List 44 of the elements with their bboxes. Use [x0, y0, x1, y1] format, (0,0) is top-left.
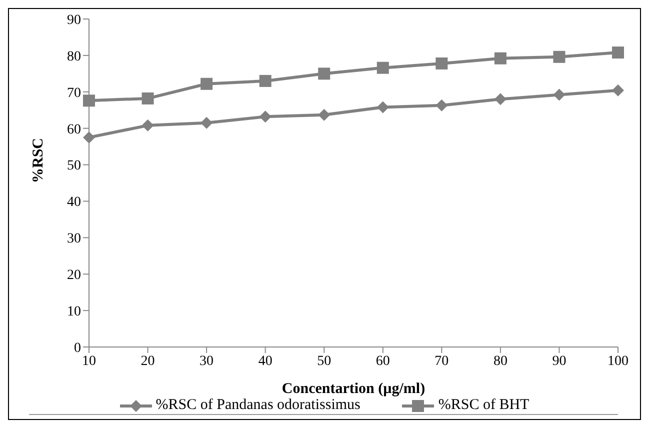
point — [553, 88, 566, 101]
y-tick-label: 30 — [67, 232, 81, 247]
y-tick-label: 70 — [67, 86, 81, 101]
point — [318, 108, 330, 121]
y-tick-label: 20 — [67, 268, 81, 284]
y-tick-label: 60 — [67, 122, 81, 138]
point — [259, 74, 272, 87]
point — [612, 84, 624, 96]
x-tick-label: 70 — [434, 354, 449, 369]
point — [436, 99, 448, 112]
point — [553, 50, 566, 63]
y-tick-label: 50 — [67, 158, 81, 174]
y-axis-title: %RSC — [30, 138, 46, 183]
legend-label: %RSC of Pandanas odoratissimus — [156, 397, 360, 414]
point — [200, 116, 213, 129]
x-tick-label: 60 — [376, 354, 390, 369]
y-tick-label: 90 — [67, 12, 81, 28]
y-tick-label: 80 — [67, 49, 81, 64]
y-tick-label: 10 — [67, 304, 81, 320]
y-tick-label: 0 — [74, 340, 81, 356]
x-axis-title: Concentartion (µg/ml) — [282, 381, 426, 397]
x-tick-label: 90 — [552, 354, 566, 369]
y-tick-label: 40 — [67, 195, 81, 210]
x-tick-label: 20 — [140, 354, 155, 369]
point — [612, 46, 624, 59]
point — [200, 78, 213, 90]
point — [376, 62, 389, 74]
x-tick-label: 50 — [317, 354, 332, 369]
point — [376, 101, 389, 114]
x-tick-label: 100 — [608, 354, 628, 369]
x-tick-label: 30 — [200, 354, 214, 369]
point — [494, 93, 506, 106]
point — [494, 52, 506, 64]
point — [318, 68, 330, 80]
point — [436, 57, 448, 70]
x-tick-label: 40 — [258, 354, 272, 369]
point — [259, 110, 272, 123]
legend-label: %RSC of BHT — [438, 397, 530, 414]
point — [142, 92, 154, 104]
x-tick-label: 80 — [493, 354, 508, 369]
point — [142, 119, 154, 132]
point — [83, 94, 95, 107]
point — [83, 131, 95, 144]
x-tick-label: 10 — [82, 354, 96, 369]
